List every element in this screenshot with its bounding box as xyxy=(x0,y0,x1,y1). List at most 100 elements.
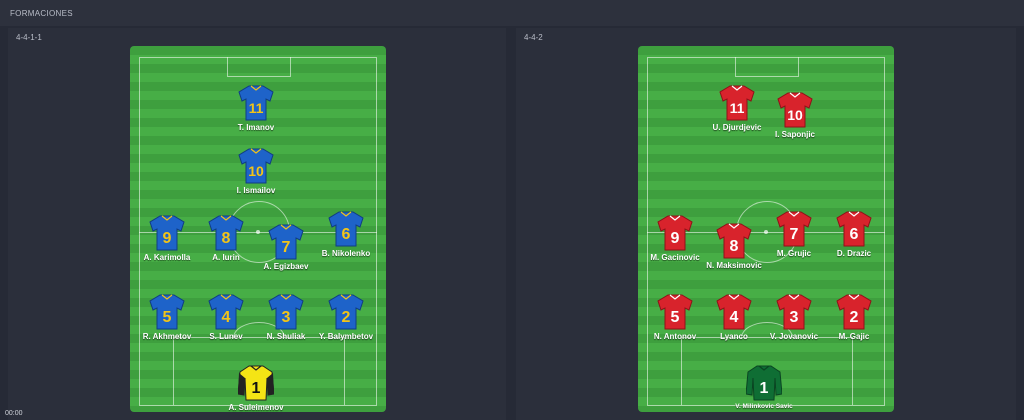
player-name: V. Jovanovic xyxy=(769,332,819,341)
jersey-icon: 7 xyxy=(776,211,812,247)
player-left-4[interactable]: 4 S. Lunev xyxy=(186,293,266,341)
player-name: M. Gajic xyxy=(838,332,870,341)
jersey-icon: 2 xyxy=(328,294,364,330)
pitch-boundary xyxy=(647,57,885,406)
jersey-icon: 4 xyxy=(208,294,244,330)
jersey-number: 6 xyxy=(850,226,859,243)
jersey-number: 1 xyxy=(760,380,769,397)
jersey-icon: 6 xyxy=(836,211,872,247)
jersey-number: 10 xyxy=(248,163,264,179)
player-left-8[interactable]: 8 A. Iurin xyxy=(186,214,266,262)
jersey-icon: 9 xyxy=(657,215,693,251)
player-left-5[interactable]: 5 R. Akhmetov xyxy=(127,293,207,341)
player-name: V. Milinkovic Savic xyxy=(735,403,793,410)
player-left-6[interactable]: 6 B. Nikolenko xyxy=(306,210,386,258)
player-name: N. Antonov xyxy=(653,332,697,341)
player-name: M. Gacinovic xyxy=(650,253,700,262)
player-left-10[interactable]: 10 I. Ismailov xyxy=(216,147,296,195)
jersey-number: 3 xyxy=(790,309,799,326)
jersey-icon: 9 xyxy=(149,215,185,251)
jersey-icon: 2 xyxy=(836,294,872,330)
page-title: FORMACIONES xyxy=(10,9,73,18)
jersey-number: 8 xyxy=(730,238,739,255)
player-left-7[interactable]: 7 A. Egizbaev xyxy=(246,223,326,271)
player-name: T. Imanov xyxy=(237,123,275,132)
jersey-icon: 5 xyxy=(149,294,185,330)
center-spot xyxy=(764,230,768,234)
goalkeeper-jersey-icon: 1 xyxy=(238,365,274,401)
jersey-number: 10 xyxy=(787,107,803,123)
player-right-8[interactable]: 8 N. Maksimovic xyxy=(694,222,774,270)
goal-box-top xyxy=(227,57,291,77)
penalty-area xyxy=(681,337,853,405)
jersey-icon: 11 xyxy=(238,85,274,121)
goal-box-top xyxy=(735,57,799,77)
jersey-number: 11 xyxy=(249,100,264,116)
jersey-number: 2 xyxy=(342,309,351,326)
jersey-number: 1 xyxy=(252,380,261,397)
player-name: U. Djurdjevic xyxy=(712,123,762,132)
jersey-icon: 3 xyxy=(268,294,304,330)
player-right-6[interactable]: 6 D. Drazic xyxy=(814,210,894,258)
player-name: A. Egizbaev xyxy=(263,262,309,271)
jersey-icon: 6 xyxy=(328,211,364,247)
jersey-number: 2 xyxy=(850,309,859,326)
match-clock: 00:00 xyxy=(5,410,23,417)
formation-label-right: 4-4-2 xyxy=(524,33,543,42)
jersey-icon: 8 xyxy=(716,223,752,259)
jersey-icon: 11 xyxy=(719,85,755,121)
jersey-icon: 3 xyxy=(776,294,812,330)
player-right-7[interactable]: 7 M. Grujic xyxy=(754,210,834,258)
jersey-icon: 8 xyxy=(208,215,244,251)
player-left-1[interactable]: 1 A. Suleimenov xyxy=(216,364,296,412)
player-name: B. Nikolenko xyxy=(321,249,371,258)
player-left-9[interactable]: 9 A. Karimolla xyxy=(127,214,207,262)
player-name: Lyanco xyxy=(720,332,748,341)
player-left-3[interactable]: 3 N. Shuliak xyxy=(246,293,326,341)
player-name: A. Karimolla xyxy=(143,253,191,262)
top-bar: FORMACIONES xyxy=(0,0,1024,26)
penalty-area xyxy=(173,337,345,405)
jersey-number: 7 xyxy=(790,226,799,243)
jersey-icon: 5 xyxy=(657,294,693,330)
jersey-number: 5 xyxy=(671,309,680,326)
player-right-5[interactable]: 5 N. Antonov xyxy=(635,293,715,341)
jersey-icon: 4 xyxy=(716,294,752,330)
player-right-2[interactable]: 2 M. Gajic xyxy=(814,293,894,341)
player-right-10[interactable]: 10 I. Saponjic xyxy=(755,91,835,139)
player-right-9[interactable]: 9 M. Gacinovic xyxy=(635,214,715,262)
jersey-number: 6 xyxy=(342,226,351,243)
player-name: D. Drazic xyxy=(836,249,872,258)
pitch-boundary xyxy=(139,57,377,406)
player-name: I. Ismailov xyxy=(236,186,276,195)
player-name: M. Grujic xyxy=(776,249,812,258)
player-right-1[interactable]: 1 V. Milinkovic Savic xyxy=(724,364,804,410)
player-name: S. Lunev xyxy=(209,332,243,341)
jersey-number: 4 xyxy=(730,309,739,326)
center-spot xyxy=(256,230,260,234)
jersey-number: 8 xyxy=(222,230,231,247)
formation-panel-right: 4-4-2 11 U. Djurdjevic 10 I. Saponjic 9 M. Ga… xyxy=(516,28,1016,420)
player-name: I. Saponjic xyxy=(774,130,815,139)
player-right-4[interactable]: 4 Lyanco xyxy=(694,293,774,341)
player-name: R. Akhmetov xyxy=(142,332,192,341)
player-right-11[interactable]: 11 U. Djurdjevic xyxy=(697,84,777,132)
jersey-number: 4 xyxy=(222,309,231,326)
player-left-11[interactable]: 11 T. Imanov xyxy=(216,84,296,132)
jersey-icon: 10 xyxy=(238,148,274,184)
player-left-2[interactable]: 2 Y. Balymbetov xyxy=(306,293,386,341)
player-name: A. Suleimenov xyxy=(228,403,284,412)
jersey-number: 7 xyxy=(282,239,291,256)
jersey-number: 5 xyxy=(163,309,172,326)
pitch-right: 11 U. Djurdjevic 10 I. Saponjic 9 M. Gacinovi… xyxy=(638,46,894,412)
jersey-number: 9 xyxy=(163,230,172,247)
player-name: N. Maksimovic xyxy=(706,261,762,270)
jersey-number: 3 xyxy=(282,309,291,326)
jersey-icon: 7 xyxy=(268,224,304,260)
jersey-number: 9 xyxy=(671,230,680,247)
formation-panel-left: 4-4-1-1 11 T. Imanov 10 I. Ismailov 9 A. Kari… xyxy=(8,28,506,420)
player-right-3[interactable]: 3 V. Jovanovic xyxy=(754,293,834,341)
formation-label-left: 4-4-1-1 xyxy=(16,33,42,42)
jersey-icon: 10 xyxy=(777,92,813,128)
player-name: N. Shuliak xyxy=(266,332,306,341)
